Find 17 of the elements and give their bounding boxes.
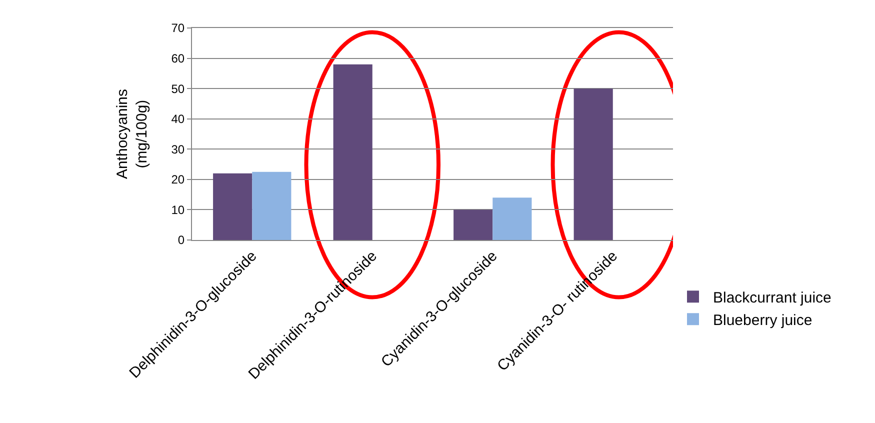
bar	[492, 198, 532, 240]
bar	[252, 172, 292, 240]
bar	[454, 210, 493, 240]
bar	[333, 64, 372, 240]
y-tick-label: 20	[171, 172, 185, 187]
y-tick-label: 50	[171, 82, 185, 96]
y-tick-label: 0	[178, 233, 185, 248]
y-tick-label: 30	[171, 142, 185, 156]
y-tick-label: 40	[171, 112, 185, 126]
legend-label: Blueberry juice	[713, 312, 812, 329]
y-tick-label: 60	[171, 51, 185, 66]
bar	[574, 88, 613, 240]
y-tick-label: 10	[171, 202, 185, 217]
y-axis-title: Anthocyanins (mg/100g)	[114, 88, 150, 180]
bar	[213, 173, 252, 240]
legend-label: Blackcurrant juice	[713, 290, 832, 306]
y-tick-label: 70	[171, 21, 185, 36]
